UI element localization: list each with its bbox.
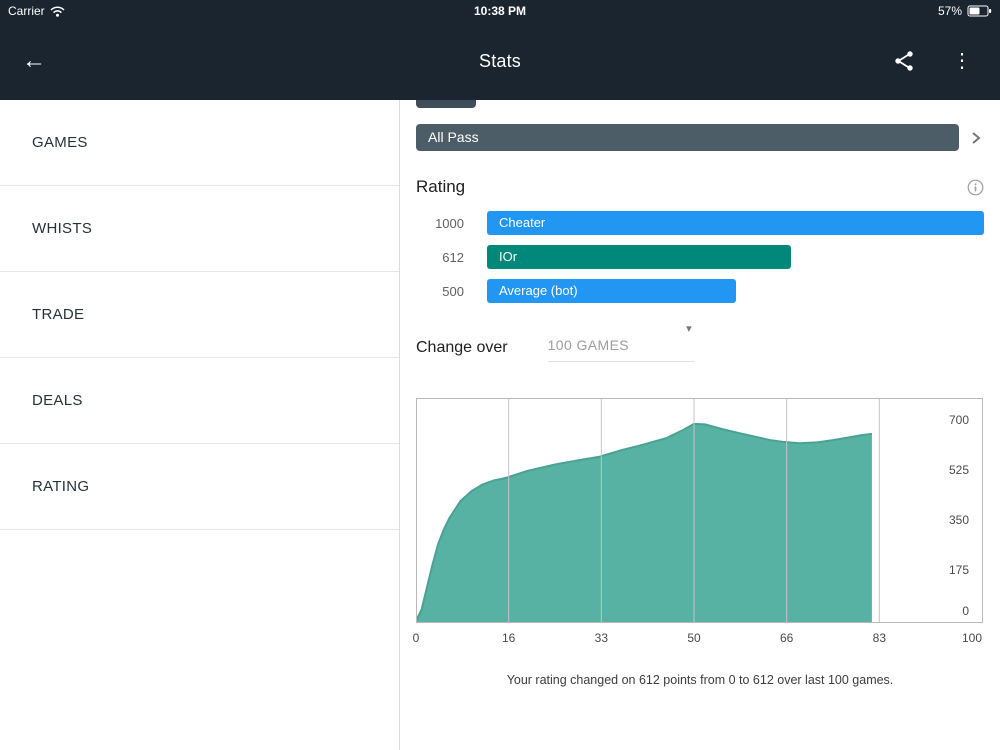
change-over-row: Change over 100 GAMES ▾ — [416, 323, 984, 362]
rating-bar-track: Average (bot) — [487, 279, 984, 303]
rating-value: 1000 — [435, 215, 464, 231]
chart-line — [416, 422, 873, 622]
sidebar-item-whists[interactable]: WHISTS — [0, 186, 399, 272]
info-icon[interactable] — [967, 179, 984, 196]
status-bar: Carrier 10:38 PM 57% — [0, 0, 1000, 22]
back-button[interactable]: ← — [22, 47, 46, 74]
chart-y-tick-label: 0 — [962, 604, 969, 618]
nav-bar: ← Stats ⋮ — [0, 22, 1000, 100]
rating-bar-row: 500 Average (bot) — [416, 279, 984, 303]
rating-header: Rating — [416, 177, 984, 197]
carrier-label: Carrier — [8, 4, 45, 18]
contract-filter-row: All Pass — [416, 124, 984, 151]
chart-y-tick-label: 700 — [949, 413, 969, 427]
chevron-right-icon[interactable] — [968, 128, 984, 148]
chart-y-tick-label: 525 — [949, 463, 969, 477]
sidebar-item-label: GAMES — [32, 134, 88, 151]
rating-bar-track: Cheater — [487, 211, 984, 235]
chart-x-tick-label: 100 — [961, 631, 983, 645]
sidebar-item-label: TRADE — [32, 306, 85, 323]
all-pass-bar[interactable]: All Pass — [416, 124, 959, 151]
cut-off-button-fragment[interactable] — [416, 100, 476, 108]
change-over-label: Change over — [416, 339, 508, 356]
rating-heading: Rating — [416, 177, 466, 196]
battery-percent: 57% — [937, 4, 962, 18]
dropdown-caret-icon: ▾ — [686, 323, 692, 335]
games-count-dropdown[interactable]: 100 GAMES ▾ — [547, 323, 694, 362]
rating-value: 612 — [442, 249, 464, 265]
clock: 10:38 PM — [473, 4, 527, 18]
games-count-value: 100 GAMES — [547, 337, 630, 353]
battery-icon — [967, 5, 992, 17]
rating-panel: All Pass Rating 1000 Cheater — [400, 100, 1000, 750]
wifi-icon — [50, 5, 65, 17]
rating-bar-average-bot: Average (bot) — [487, 279, 736, 303]
stats-sidebar: GAMES WHISTS TRADE DEALS RATING — [0, 100, 400, 750]
sidebar-item-games[interactable]: GAMES — [0, 100, 399, 186]
chart-x-tick-label: 83 — [872, 631, 887, 645]
rating-bar-player: IOr — [487, 245, 792, 269]
chart-x-axis: 0 16 33 50 66 83 100 — [412, 629, 983, 649]
rating-value: 500 — [442, 283, 464, 299]
rating-summary-caption: Your rating changed on 612 points from 0… — [506, 673, 894, 687]
chart-y-tick-label: 350 — [949, 513, 969, 527]
sidebar-item-trade[interactable]: TRADE — [0, 272, 399, 358]
chart-x-tick-label: 0 — [412, 631, 420, 645]
chart-area — [416, 423, 872, 622]
overflow-menu-icon[interactable]: ⋮ — [952, 50, 972, 72]
chart-y-tick-label: 175 — [949, 563, 969, 577]
share-icon[interactable] — [892, 48, 916, 74]
sidebar-item-deals[interactable]: DEALS — [0, 358, 399, 444]
chart-x-tick-label: 50 — [687, 631, 701, 645]
sidebar-item-label: WHISTS — [32, 220, 93, 237]
sidebar-item-label: RATING — [32, 478, 90, 495]
rating-bar-track: IOr — [487, 245, 984, 269]
rating-bar-row: 612 IOr — [416, 245, 984, 269]
chart-border — [416, 398, 983, 623]
rating-bar-row: 1000 Cheater — [416, 211, 984, 235]
sidebar-item-rating[interactable]: RATING — [0, 444, 399, 530]
page-title: Stats — [478, 50, 522, 71]
chart-x-tick-label: 66 — [779, 631, 794, 645]
rating-bars: 1000 Cheater 612 IOr 500 Average (bot) — [416, 211, 984, 303]
rating-history-chart[interactable]: 0 175 350 525 700 0 16 33 50 66 83 100 — [412, 398, 984, 649]
chart-x-tick-label: 33 — [594, 631, 609, 645]
rating-bar-cheater: Cheater — [487, 211, 984, 235]
chart-canvas: 0 175 350 525 700 — [416, 398, 983, 623]
sidebar-item-label: DEALS — [32, 392, 83, 409]
chart-x-tick-label: 16 — [501, 631, 516, 645]
